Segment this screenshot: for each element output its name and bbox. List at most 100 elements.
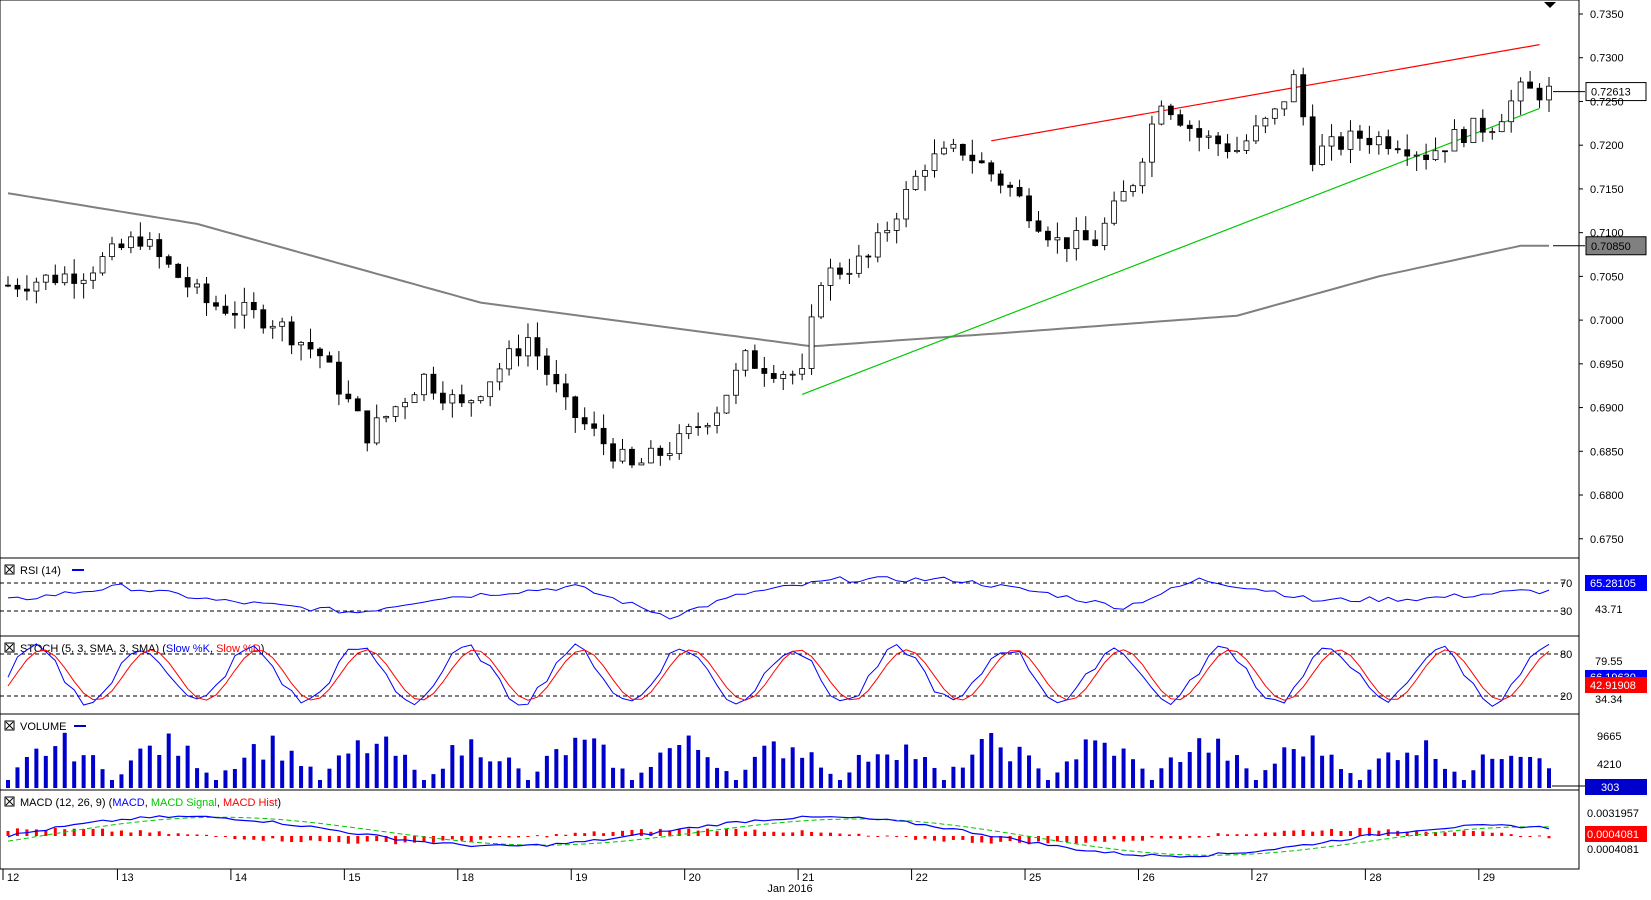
macd-hist-bar (573, 832, 577, 836)
time-tick-label: 25 (1029, 872, 1041, 884)
macd-hist-bar (1263, 832, 1267, 836)
candle (657, 445, 664, 466)
macd-hist-bar (611, 831, 615, 836)
volume-bar (1055, 772, 1060, 788)
rsi-panel[interactable] (0, 557, 1580, 637)
macd-hist-bar (15, 828, 19, 836)
stoch-k-line (7, 643, 1550, 707)
volume-bar (1253, 780, 1258, 788)
macd-hist-bar (554, 834, 558, 836)
moving-average-line (7, 192, 1549, 348)
volume-bar (1339, 769, 1344, 788)
candle (846, 258, 853, 285)
volume-bar (970, 754, 975, 788)
candle (42, 273, 49, 291)
candle (175, 262, 182, 279)
macd-hist-bar (1500, 832, 1504, 836)
candle (855, 244, 862, 278)
macd-hist-bar (223, 836, 227, 837)
volume-bar (629, 780, 634, 788)
volume-bar (34, 748, 39, 788)
volume-bar (1131, 759, 1136, 788)
price-tick-label: 0.7050 (1590, 271, 1624, 283)
volume-bar (1461, 780, 1466, 788)
scroll-marker-icon[interactable] (1544, 2, 1556, 8)
candle (99, 252, 106, 276)
macd-hist-bar (1159, 836, 1163, 839)
candle (1338, 131, 1344, 156)
candle (326, 351, 333, 363)
candle (562, 373, 569, 410)
macd-hist-legend: MACD Hist (223, 797, 277, 809)
candle (1224, 134, 1231, 159)
macd-hist-bar (932, 836, 936, 841)
candle (506, 340, 512, 376)
price-layer: 0.72613 0.70850 (5, 44, 1647, 469)
volume-bar (223, 770, 228, 788)
volume-bar (1074, 759, 1079, 788)
macd-hist-bar (762, 831, 766, 836)
price-tick-label: 0.7250 (1590, 96, 1624, 108)
macd-hist-bar (441, 836, 445, 841)
macd-hist-bar (413, 836, 417, 843)
macd-hist-bar (1452, 832, 1456, 836)
time-tick-label: 19 (575, 872, 587, 884)
volume-bar (128, 760, 133, 788)
candle (959, 143, 966, 161)
volume-bar (355, 740, 360, 788)
candle (695, 412, 702, 436)
volume-bar (1348, 773, 1353, 788)
candle (922, 164, 928, 191)
rsi-line (7, 576, 1550, 620)
macd-hist-bar (828, 832, 832, 836)
volume-bar (828, 773, 833, 788)
macd-hist-bar (687, 828, 691, 836)
volume-bar (800, 757, 805, 788)
candle (1130, 183, 1136, 197)
volume-bar (1405, 752, 1410, 788)
volume-bar (837, 780, 842, 788)
volume-bar (1509, 755, 1514, 788)
candle (1016, 179, 1023, 198)
stoch-header: STOCH (5, 3, SMA, 3, SMA) (Slow %K, Slow… (4, 642, 264, 655)
volume-bar (1329, 754, 1334, 788)
volume-bar (336, 755, 341, 788)
last-price-label: 0.72613 (1591, 87, 1631, 99)
macd-hist-bar (44, 830, 48, 836)
macd-hist-bar (857, 833, 861, 836)
macd-hist-bar (110, 831, 114, 836)
volume-bar (166, 733, 171, 788)
volume-bar (960, 767, 965, 788)
time-tick-label: 22 (916, 872, 928, 884)
macd-hist-bar (1093, 836, 1097, 842)
volume-bar (53, 746, 58, 788)
volume-bar (1518, 756, 1523, 788)
candle (1026, 188, 1032, 229)
macd-close-x2 (5, 797, 14, 806)
macd-hist-bar (658, 828, 662, 836)
macd-hist-bar (1311, 831, 1315, 836)
candle (1007, 181, 1014, 197)
macd-panel[interactable] (0, 789, 1580, 870)
candle (997, 170, 1004, 194)
volume-bar (289, 750, 294, 788)
volume-bar (941, 780, 946, 788)
candle (714, 406, 720, 434)
price-panel[interactable] (0, 0, 1580, 559)
candle (345, 380, 352, 403)
candle (392, 405, 399, 423)
macd-hist-bar (1178, 836, 1182, 840)
macd-hist-bar (914, 836, 918, 840)
candle (1158, 100, 1165, 126)
macd-hist-bar (1330, 828, 1334, 836)
stoch-panel[interactable] (0, 635, 1580, 715)
rsi-header: RSI (14) (4, 564, 84, 577)
rsi-value-label: 65.28105 (1590, 578, 1636, 590)
volume-bar (109, 780, 114, 788)
macd-hist-bar (1207, 836, 1211, 838)
macd-hist-bar (1519, 836, 1523, 838)
macd-hist-bar (677, 829, 681, 836)
candle (723, 394, 730, 414)
